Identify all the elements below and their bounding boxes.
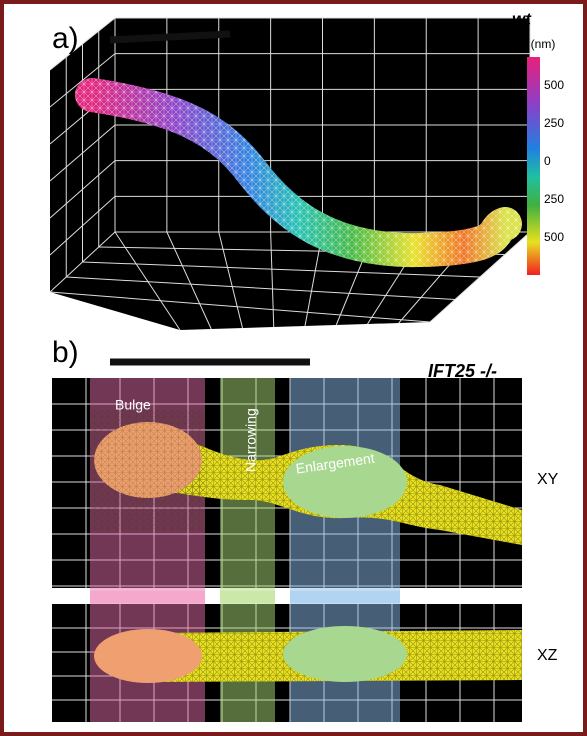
colorbar-label: 250 [544,192,564,206]
colorbar [527,57,540,275]
bulge-bar [90,591,205,603]
bulge-mesh [90,410,205,530]
grid-line [49,291,431,323]
grid-line [218,231,243,329]
region-label: Narrowing [243,408,259,472]
grid-line [270,231,275,328]
colorbar-label: 500 [544,230,564,244]
view-label: XZ [537,647,558,664]
tube-mesh [75,78,522,268]
panel-label: b) [52,336,79,369]
bulge [94,629,202,683]
narrowing-bar [220,591,275,603]
colorbar-label: 250 [544,116,564,130]
plot-box [49,17,531,331]
view-label: XY [537,471,559,488]
genotype: IFT25 -/- [428,361,497,381]
grid-line [82,261,481,278]
grid-line [114,231,181,331]
panel-label: a) [52,22,79,55]
grid-line [66,276,456,300]
colorbar-label: 0 [544,154,551,168]
enlargement [283,446,407,518]
colorbar-title: Z (nm) [520,37,555,51]
genotype: wt [512,9,532,28]
region-label: Bulge [115,397,151,413]
colorbar-label: 500 [544,78,564,92]
enlargement [283,626,407,682]
enlargement-bar [290,591,400,603]
scale-bar [109,30,231,44]
